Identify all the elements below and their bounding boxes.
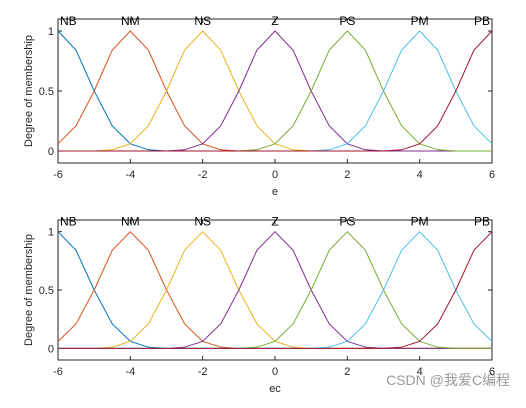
membership-curve (57, 30, 492, 152)
curve-label: PB (474, 215, 490, 229)
y-tick-label: 1 (48, 26, 54, 38)
y-axis-label: Degree of membership (23, 35, 35, 147)
x-axis-label: e (272, 186, 278, 198)
curve-label: NS (194, 14, 211, 28)
curve-label: PM (411, 215, 429, 229)
y-tick-label: 0 (48, 146, 54, 158)
axes-box (57, 219, 493, 361)
x-tick-label: 6 (489, 169, 495, 181)
membership-curve (57, 230, 492, 349)
curve-label: PM (411, 14, 429, 28)
axes-box (57, 18, 493, 164)
x-tick-label: 4 (417, 366, 423, 378)
y-tick-label: 0.5 (39, 86, 54, 98)
y-tick-label: 1 (48, 227, 54, 239)
membership-curve (58, 30, 493, 152)
curve-label: NM (121, 14, 140, 28)
x-axis-label: ec (269, 383, 281, 395)
y-tick-label: 0 (48, 343, 54, 355)
watermark: CSDN @我爱C编程 (386, 372, 510, 388)
curve-label: Z (271, 215, 278, 229)
y-tick-label: 0.5 (39, 285, 54, 297)
x-tick-label: 0 (272, 366, 278, 378)
y-axis-label: Degree of membership (23, 234, 35, 346)
curve-label: NS (194, 215, 211, 229)
x-tick-label: 0 (272, 169, 278, 181)
membership-curve (57, 30, 492, 152)
x-tick-label: -4 (125, 366, 135, 378)
membership-curve (58, 30, 492, 152)
curve-label: PS (339, 215, 355, 229)
x-tick-label: -2 (198, 366, 208, 378)
curve-label: PS (339, 14, 355, 28)
curve-label: NB (60, 215, 77, 229)
membership-curve (58, 30, 492, 152)
x-tick-label: -4 (125, 169, 135, 181)
curve-label: NB (60, 14, 77, 28)
membership-curve (57, 231, 492, 349)
x-tick-label: 2 (344, 366, 350, 378)
membership-curve (58, 30, 493, 152)
membership-curve (58, 231, 493, 349)
membership-curve (58, 230, 492, 349)
x-tick-label: -6 (53, 366, 63, 378)
membership-curve (58, 230, 492, 349)
curve-label: PB (474, 14, 490, 28)
membership-curve (58, 230, 492, 349)
x-tick-label: 6 (489, 366, 495, 378)
x-tick-label: -6 (53, 169, 63, 181)
membership-curve (58, 30, 492, 152)
x-tick-label: 2 (344, 169, 350, 181)
x-tick-label: 4 (417, 169, 423, 181)
x-tick-label: -2 (198, 169, 208, 181)
curve-label: NM (121, 215, 140, 229)
membership-curve (58, 230, 493, 349)
curve-label: Z (271, 14, 278, 28)
